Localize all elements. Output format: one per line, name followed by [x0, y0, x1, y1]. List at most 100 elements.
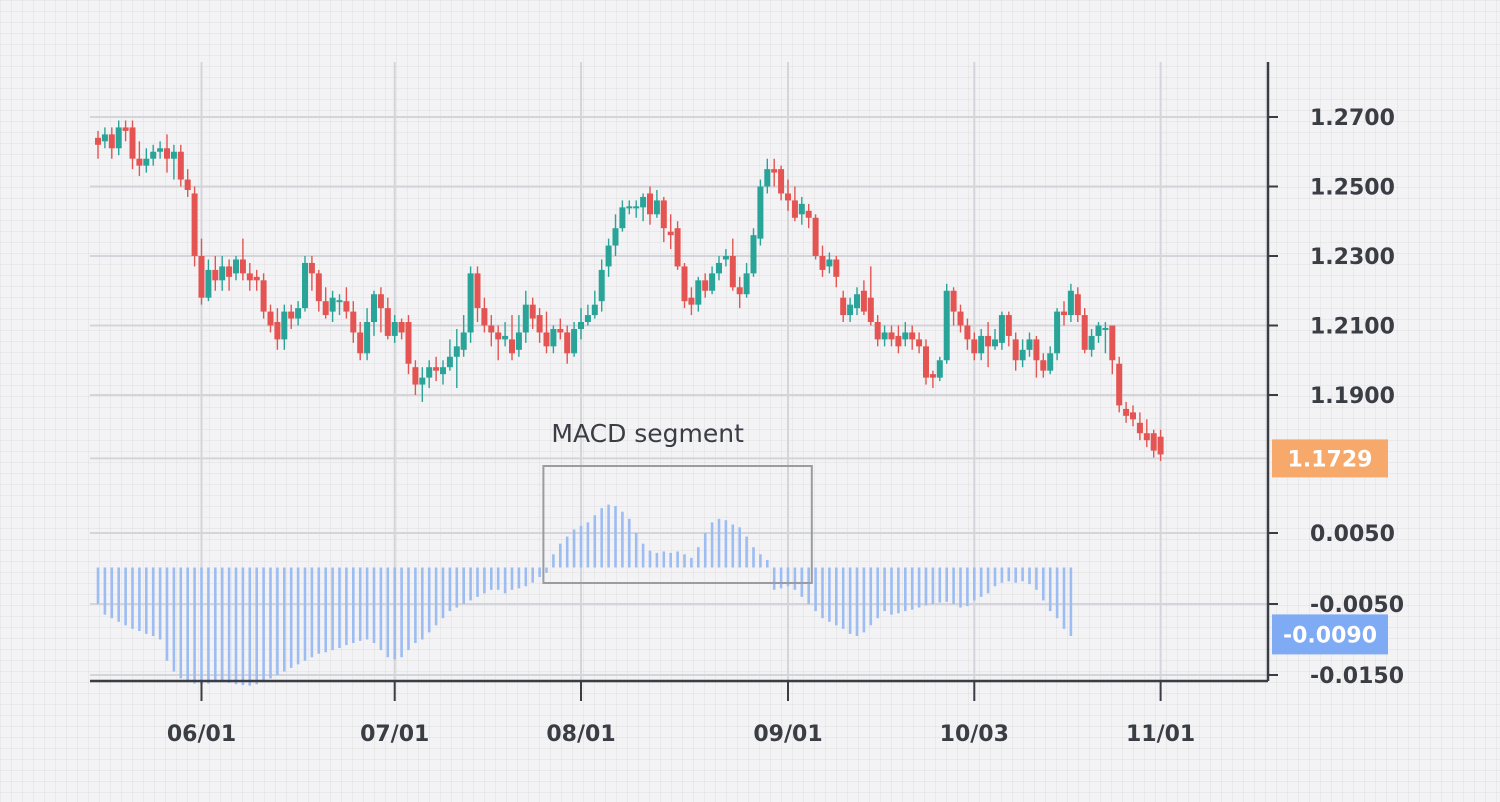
candle-body — [964, 325, 971, 340]
candle-body — [695, 280, 702, 305]
candle-body — [612, 228, 619, 246]
candle-body — [1054, 311, 1061, 354]
candle-body — [619, 207, 626, 229]
candle-body — [798, 203, 805, 215]
candle-body — [771, 169, 778, 173]
candle-body — [219, 266, 226, 281]
candle-body — [992, 339, 998, 347]
x-tick-label: 11/01 — [1126, 722, 1195, 747]
candle-body — [336, 300, 343, 303]
candle-body — [164, 148, 170, 159]
macd-ytick-label: -0.0150 — [1310, 664, 1404, 689]
value-badges: 1.1729 -0.0090 — [1272, 439, 1388, 655]
candle-body — [1095, 325, 1102, 336]
macd-value-badge — [1272, 614, 1388, 655]
candle-body — [502, 335, 509, 340]
candle-body — [129, 127, 136, 159]
candle-body — [785, 193, 791, 201]
candle-body — [702, 280, 709, 291]
candle-body — [529, 304, 536, 319]
candle-body — [826, 259, 833, 267]
candle-body — [1157, 436, 1164, 455]
candle-body — [170, 151, 177, 159]
candle-body — [819, 256, 826, 270]
candle-body — [453, 346, 460, 357]
candle-body — [605, 245, 612, 267]
candle-body — [971, 339, 978, 354]
candle-body — [398, 322, 405, 333]
candle-body — [177, 151, 184, 180]
price-ytick-label: 1.2500 — [1310, 176, 1395, 201]
candle-body — [440, 367, 446, 375]
candle-body — [384, 308, 391, 336]
candle-body — [847, 304, 854, 316]
candle-body — [536, 315, 543, 333]
candle-body — [978, 335, 985, 354]
candle-body — [1102, 327, 1109, 330]
candle-body — [191, 193, 198, 256]
candle-body — [1143, 433, 1150, 441]
macd-ytick-label: 0.0050 — [1310, 522, 1395, 547]
candle-body — [495, 332, 502, 340]
candle-body — [1012, 339, 1019, 361]
candle-body — [350, 311, 357, 333]
candle-body — [667, 231, 674, 236]
candle-body — [1130, 412, 1136, 420]
price-ytick-label: 1.1900 — [1310, 384, 1395, 409]
last-price-label: 1.1729 — [1288, 447, 1373, 472]
candle-body — [722, 256, 729, 260]
candle-body — [778, 169, 785, 194]
candle-body — [874, 322, 881, 340]
candle-body — [260, 280, 267, 312]
candle-body — [1047, 353, 1054, 371]
candle-body — [205, 269, 212, 298]
x-tick-label: 06/01 — [167, 722, 236, 747]
candle-body — [640, 196, 647, 208]
candle-body — [302, 262, 308, 309]
grid-lines — [90, 62, 1268, 681]
candle-body — [633, 206, 640, 209]
candle-body — [854, 294, 860, 309]
candle-body — [929, 374, 936, 378]
candle-body — [357, 332, 364, 354]
candle-body — [1005, 315, 1012, 336]
candle-body — [239, 259, 246, 274]
candle-body — [467, 273, 474, 333]
x-tick-label: 09/01 — [753, 722, 822, 747]
candle-body — [1040, 360, 1047, 371]
candle-body — [985, 335, 992, 347]
candle-body — [1116, 363, 1123, 406]
candle-body — [840, 297, 847, 316]
candle-body — [315, 273, 322, 302]
candle-body — [557, 328, 564, 333]
candle-body — [571, 328, 578, 354]
candle-body — [474, 273, 481, 309]
candle-body — [488, 325, 495, 333]
candle-body — [108, 134, 115, 149]
candle-body — [923, 346, 929, 378]
candle-body — [122, 127, 129, 131]
candle-body — [660, 200, 667, 229]
candle-body — [233, 259, 239, 274]
candle-body — [136, 158, 143, 166]
candle-body — [405, 322, 412, 364]
candle-body — [1061, 311, 1067, 316]
annotation-box — [542, 465, 813, 584]
candle-body — [578, 322, 584, 329]
candle-body — [833, 259, 840, 277]
candle-body — [626, 206, 633, 209]
candle-body — [412, 367, 419, 385]
candle-body — [143, 158, 150, 166]
axes: 1.2700 1.2500 1.2300 1.2100 1.1900 0.0050 -0.0… — [90, 62, 1404, 747]
annotation-label: MACD segment — [551, 419, 744, 448]
candle-body — [909, 332, 916, 340]
candle-body — [791, 200, 798, 218]
candle-body — [1088, 335, 1095, 350]
candle-body — [936, 360, 943, 378]
candle-body — [867, 297, 874, 323]
candle-body — [433, 367, 440, 371]
candle-body — [688, 297, 695, 305]
candle-body — [1109, 325, 1116, 361]
